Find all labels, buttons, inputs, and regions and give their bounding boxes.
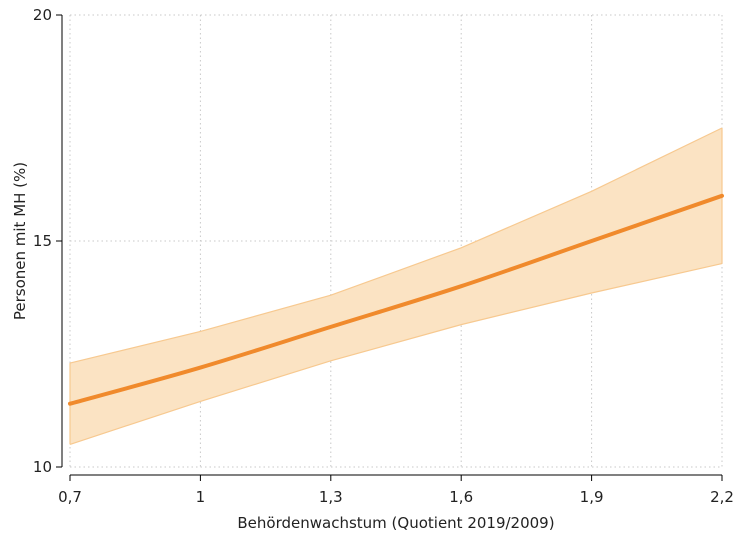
confidence-band-lower-edge [69,263,723,445]
x-tick-label: 1,3 [319,488,343,506]
y-tick-label: 20 [33,6,52,24]
x-axis-label: Behördenwachstum (Quotient 2019/2009) [237,514,554,532]
y-tick-label: 10 [33,458,52,476]
series-line [68,193,724,406]
x-tick-label: 1,9 [580,488,604,506]
x-tick-label: 2,2 [710,488,734,506]
x-tick-label: 0,7 [58,488,82,506]
y-axis-ticks: 10 15 20 [33,6,62,476]
confidence-band-upper-edge [69,127,723,364]
x-tick-label: 1,6 [449,488,473,506]
confidence-band [70,128,722,445]
series-line-layer [68,193,724,406]
y-tick-label: 15 [33,232,52,250]
x-tick-label: 1 [196,488,206,506]
y-axis-label: Personen mit MH (%) [11,162,29,320]
confidence-band-layer [69,127,723,445]
x-axis-ticks: 0,7 1 1,3 1,6 1,9 2,2 [58,475,734,506]
